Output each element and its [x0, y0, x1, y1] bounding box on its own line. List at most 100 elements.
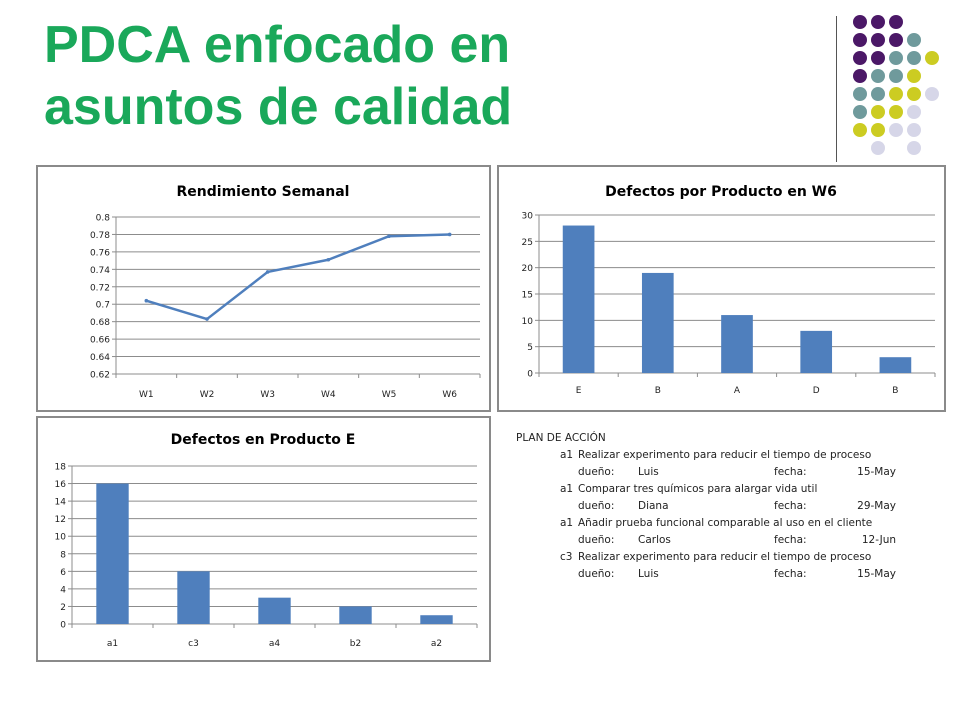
- y-tick-label: 0.74: [90, 266, 110, 276]
- decorative-dot: [871, 15, 885, 29]
- y-tick-label: 0.72: [90, 283, 110, 293]
- action-item-code: a1: [560, 517, 574, 529]
- decorative-dot: [853, 123, 867, 137]
- decorative-dot: [853, 51, 867, 65]
- y-tick-label: 14: [55, 498, 67, 508]
- action-item-owner: Diana: [638, 500, 669, 512]
- decorative-dot: [853, 33, 867, 47]
- x-tick-label: D: [813, 386, 820, 396]
- point-w3: [265, 270, 270, 274]
- owner-label: dueño:: [578, 466, 615, 478]
- y-tick-label: 12: [55, 515, 66, 525]
- action-item-code: c3: [560, 551, 573, 563]
- action-plan-header: PLAN DE ACCIÓN: [516, 432, 606, 444]
- point-w4: [326, 257, 331, 262]
- action-item-code: a1: [560, 449, 574, 461]
- bar-c3-1: [177, 571, 210, 624]
- decorative-dot: [871, 33, 885, 47]
- action-item-task-row: a1 Añadir prueba funcional comparable al…: [516, 517, 896, 533]
- action-item-date: 15-May: [857, 568, 896, 580]
- decorative-dot: [853, 87, 867, 101]
- decorative-dot: [907, 33, 921, 47]
- decorative-dot: [889, 105, 903, 119]
- y-tick-label: 2: [60, 603, 66, 613]
- decorative-dot: [889, 15, 903, 29]
- decorative-dot: [853, 105, 867, 119]
- action-item-task-row: a1 Comparar tres químicos para alargar v…: [516, 483, 896, 499]
- decorative-dot: [907, 87, 921, 101]
- x-tick-label: W1: [139, 390, 154, 400]
- chart-defectos-en-producto-e: Defectos en Producto E 0 2 4 6 8 10 12 14 16 18 a1 c…: [55, 432, 478, 649]
- action-item-task: Comparar tres químicos para alargar vida…: [578, 483, 818, 495]
- y-tick-label: 20: [522, 264, 534, 274]
- decorative-dot-grid: [853, 15, 939, 155]
- x-tick-label: b2: [350, 639, 361, 649]
- bar-b-4: [879, 357, 912, 373]
- point-w6: [447, 232, 452, 237]
- decorative-dot: [907, 105, 921, 119]
- action-item-owner: Luis: [638, 568, 659, 580]
- owner-label: dueño:: [578, 568, 615, 580]
- action-item-owner: Luis: [638, 466, 659, 478]
- y-tick-label: 15: [522, 291, 533, 301]
- chart-rendimiento-semanal: Rendimiento Semanal 0.62 0.64 0.66 0.68 0.7 0.…: [90, 184, 481, 400]
- decorative-dot: [853, 15, 867, 29]
- chart-title: Defectos en Producto E: [171, 432, 356, 448]
- action-item-owner-row: dueño: Carlos fecha: 12-Jun: [516, 534, 896, 550]
- action-item-task: Realizar experimento para reducir el tie…: [578, 449, 872, 461]
- x-tick-label: W5: [382, 390, 397, 400]
- y-tick-label: 16: [55, 480, 67, 490]
- bar-a1-0: [96, 483, 129, 624]
- bar-b2-3: [339, 606, 372, 624]
- bar-a-2: [721, 315, 753, 373]
- y-tick-label: 18: [55, 463, 67, 473]
- y-tick-label: 0.8: [96, 214, 111, 224]
- y-tick-label: 0: [60, 621, 66, 631]
- date-label: fecha:: [774, 466, 807, 478]
- decorative-dot: [889, 69, 903, 83]
- y-tick-label: 0.64: [90, 353, 110, 363]
- x-tick-label: c3: [188, 639, 199, 649]
- chart-title: Defectos por Producto en W6: [605, 184, 837, 200]
- bar-d-3: [800, 330, 833, 373]
- owner-label: dueño:: [578, 534, 615, 546]
- y-tick-label: 0: [527, 370, 533, 380]
- decorative-dot: [889, 87, 903, 101]
- action-item-owner-row: dueño: Luis fecha: 15-May: [516, 466, 896, 482]
- decorative-dot: [925, 51, 939, 65]
- action-item-owner-row: dueño: Diana fecha: 29-May: [516, 500, 896, 516]
- date-label: fecha:: [774, 500, 807, 512]
- x-tick-label: B: [892, 386, 898, 396]
- decorative-dot: [853, 69, 867, 83]
- slide-title-line-1: PDCA enfocado en: [44, 16, 511, 74]
- owner-label: dueño:: [578, 500, 615, 512]
- y-tick-label: 0.78: [90, 231, 110, 241]
- x-tick-label: W2: [200, 390, 215, 400]
- y-tick-label: 0.62: [90, 371, 110, 381]
- chart-panel-defectos-por-producto: Defectos por Producto en W6 0 5 10 15 20 25 30 E…: [497, 165, 946, 412]
- y-tick-label: 6: [60, 568, 66, 578]
- bar-e-0: [562, 225, 595, 373]
- action-item-date: 15-May: [857, 466, 896, 478]
- action-item-task: Realizar experimento para reducir el tie…: [578, 551, 872, 563]
- bar-a4-2: [258, 597, 291, 624]
- chart-defectos-por-producto-w6: Defectos por Producto en W6 0 5 10 15 20 25 30 E…: [522, 184, 936, 396]
- y-tick-label: 0.66: [90, 336, 110, 346]
- x-tick-label: a2: [431, 639, 442, 649]
- chart-title: Rendimiento Semanal: [177, 184, 350, 200]
- decorative-dot: [871, 69, 885, 83]
- decorative-dot: [871, 51, 885, 65]
- y-tick-label: 0.76: [90, 248, 110, 258]
- decorative-dot: [907, 141, 921, 155]
- decorative-dot: [871, 123, 885, 137]
- point-w2: [205, 317, 209, 321]
- decorative-dot: [907, 51, 921, 65]
- decorative-dot: [925, 87, 939, 101]
- action-item-date: 29-May: [857, 500, 896, 512]
- y-tick-label: 0.68: [90, 318, 110, 328]
- x-tick-label: B: [655, 386, 661, 396]
- y-tick-label: 10: [522, 317, 534, 327]
- action-item-task-row: a1 Realizar experimento para reducir el …: [516, 449, 896, 465]
- action-item-code: a1: [560, 483, 574, 495]
- action-item-owner-row: dueño: Luis fecha: 15-May: [516, 568, 896, 584]
